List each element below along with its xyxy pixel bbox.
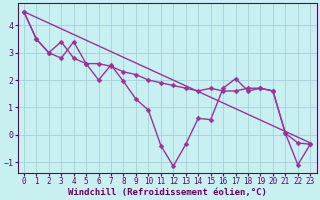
X-axis label: Windchill (Refroidissement éolien,°C): Windchill (Refroidissement éolien,°C): [68, 188, 267, 197]
